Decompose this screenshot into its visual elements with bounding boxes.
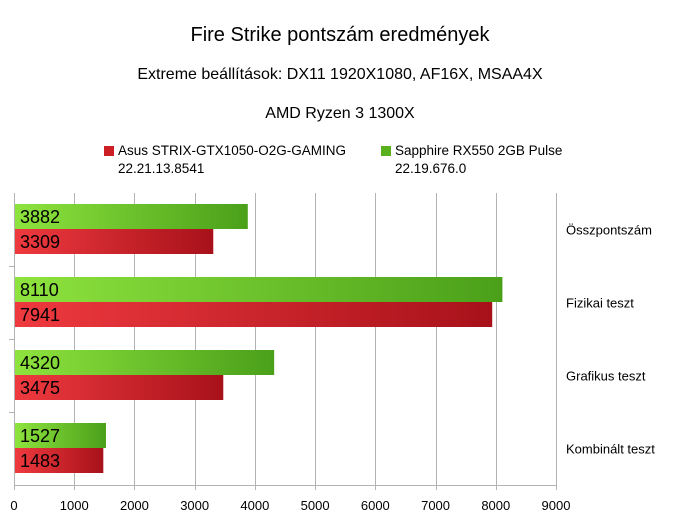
category-label-3: Kombinált teszt (566, 442, 655, 457)
legend-swatch-sapphire (381, 146, 391, 156)
data-label-sapphire-1: 8110 (20, 280, 59, 300)
category-label-2: Grafikus teszt (566, 369, 646, 384)
bar-asus-2 (15, 375, 224, 400)
bar-asus-0 (15, 229, 214, 254)
category-label-0: Összpontszám (566, 223, 652, 238)
data-label-sapphire-3: 1527 (20, 426, 60, 446)
data-label-sapphire-2: 4320 (20, 353, 60, 373)
x-tick-label-5000: 5000 (301, 498, 330, 513)
data-label-asus-2: 3475 (20, 378, 60, 398)
legend-driver-asus: 22.21.13.8541 (118, 161, 205, 176)
bar-sapphire-0 (15, 204, 248, 229)
data-label-asus-1: 7941 (20, 305, 60, 325)
bar-asus-3 (15, 448, 104, 473)
legend-driver-sapphire: 22.19.676.0 (395, 161, 467, 176)
x-tick-label-3000: 3000 (180, 498, 209, 513)
x-tick-label-8000: 8000 (481, 498, 510, 513)
x-tick-label-2000: 2000 (120, 498, 149, 513)
chart-subtitle-settings: Extreme beállítások: DX11 1920X1080, AF1… (137, 66, 543, 83)
category-label-1: Fizikai teszt (566, 296, 634, 311)
chart-subtitle-cpu: AMD Ryzen 3 1300X (265, 105, 415, 122)
data-label-asus-0: 3309 (20, 232, 60, 252)
bar-sapphire-1 (15, 277, 503, 302)
x-tick-label-1000: 1000 (60, 498, 89, 513)
bar-asus-1 (15, 302, 493, 327)
x-tick-label-9000: 9000 (542, 498, 571, 513)
x-tick-label-4000: 4000 (240, 498, 269, 513)
data-label-sapphire-0: 3882 (20, 207, 60, 227)
chart-title: Fire Strike pontszám eredmények (190, 24, 490, 46)
legend-swatch-asus (104, 146, 114, 156)
data-label-asus-3: 1483 (20, 451, 60, 471)
bar-sapphire-3 (15, 423, 106, 448)
x-tick-label-7000: 7000 (421, 498, 450, 513)
legend-label-asus: Asus STRIX-GTX1050-O2G-GAMING (118, 143, 347, 158)
x-tick-label-0: 0 (10, 498, 17, 513)
bar-sapphire-2 (15, 350, 275, 375)
legend-label-sapphire: Sapphire RX550 2GB Pulse (395, 143, 563, 158)
x-tick-label-6000: 6000 (361, 498, 390, 513)
